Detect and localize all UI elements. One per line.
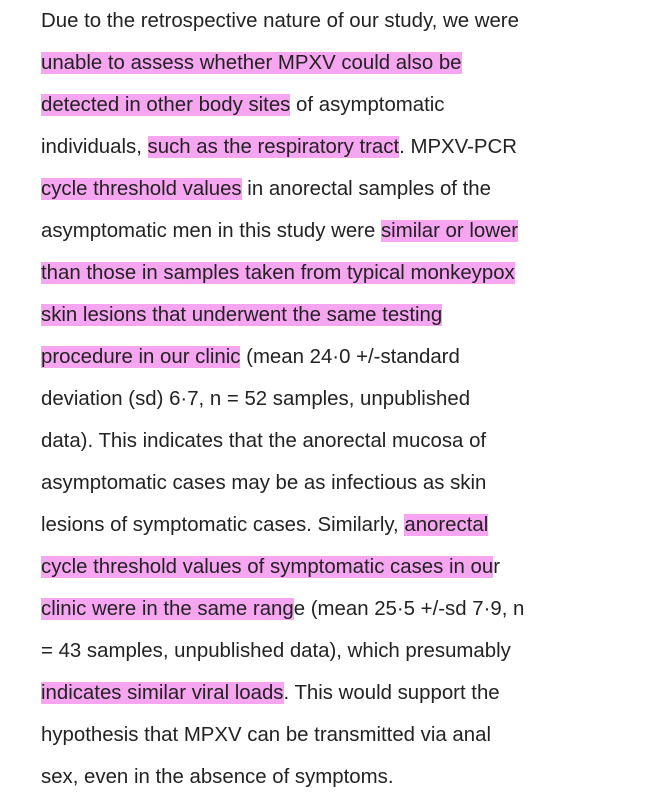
- text-line: asymptomatic cases may be as infectious …: [41, 468, 486, 498]
- text-line: skin lesions that underwent the same tes…: [41, 300, 443, 330]
- text-segment: asymptomatic men in this study were: [41, 220, 381, 242]
- highlighted-text: clinic were in the same rang: [41, 598, 294, 620]
- text-line: than those in samples taken from typical…: [41, 258, 515, 288]
- highlighted-text: than those in samples taken from typical…: [41, 262, 515, 284]
- highlighted-text: indicates similar viral loads: [41, 682, 284, 704]
- text-line: individuals, such as the respiratory tra…: [41, 132, 517, 162]
- highlighted-text: unable to assess whether MPXV could also…: [41, 52, 462, 74]
- text-segment: of asymptomatic: [290, 94, 445, 116]
- text-line: Due to the retrospective nature of our s…: [41, 6, 519, 36]
- text-line: data). This indicates that the anorectal…: [41, 426, 486, 456]
- text-segment: = 43 samples, unpublished data), which p…: [41, 640, 511, 662]
- text-line: lesions of symptomatic cases. Similarly,…: [41, 510, 489, 540]
- highlighted-text: such as the respiratory tract: [147, 136, 400, 158]
- text-segment: . This would support the: [283, 682, 500, 704]
- highlighted-text: detected in other body sites: [41, 94, 291, 116]
- text-line: clinic were in the same range (mean 25·5…: [41, 594, 524, 624]
- text-segment: e (mean 25·5 +/-sd 7·9, n: [293, 598, 525, 620]
- text-segment: asymptomatic cases may be as infectious …: [41, 472, 487, 494]
- text-segment: individuals,: [41, 136, 148, 158]
- text-line: deviation (sd) 6·7, n = 52 samples, unpu…: [41, 384, 470, 414]
- highlighted-text: similar or lower: [380, 220, 519, 242]
- highlighted-text: anorectal: [404, 514, 489, 536]
- highlighted-text: skin lesions that underwent the same tes…: [41, 304, 443, 326]
- text-line: unable to assess whether MPXV could also…: [41, 48, 462, 78]
- text-line: asymptomatic men in this study were simi…: [41, 216, 519, 246]
- highlighted-text: procedure in our clinic: [41, 346, 241, 368]
- text-line: cycle threshold values of symptomatic ca…: [41, 552, 500, 582]
- text-segment: (mean 24·0 +/-standard: [240, 346, 460, 368]
- highlighted-text: cycle threshold values: [41, 178, 242, 200]
- text-line: procedure in our clinic (mean 24·0 +/-st…: [41, 342, 460, 372]
- text-segment: deviation (sd) 6·7, n = 52 samples, unpu…: [41, 388, 471, 410]
- text-segment: . MPXV-PCR: [399, 136, 517, 158]
- text-segment: data). This indicates that the anorectal…: [41, 430, 487, 452]
- highlighted-text: cycle threshold values of symptomatic ca…: [41, 556, 494, 578]
- text-line: detected in other body sites of asymptom…: [41, 90, 445, 120]
- text-segment: lesions of symptomatic cases. Similarly,: [41, 514, 405, 536]
- text-segment: in anorectal samples of the: [241, 178, 491, 200]
- text-line: cycle threshold values in anorectal samp…: [41, 174, 491, 204]
- text-line: indicates similar viral loads. This woul…: [41, 678, 500, 708]
- text-segment: r: [493, 556, 500, 578]
- text-line: = 43 samples, unpublished data), which p…: [41, 636, 511, 666]
- text-segment: Due to the retrospective nature of our s…: [41, 10, 519, 32]
- text-segment: hypothesis that MPXV can be transmitted …: [41, 724, 491, 746]
- text-line: sex, even in the absence of symptoms.: [41, 762, 394, 792]
- text-segment: sex, even in the absence of symptoms.: [41, 766, 394, 788]
- text-line: hypothesis that MPXV can be transmitted …: [41, 720, 491, 750]
